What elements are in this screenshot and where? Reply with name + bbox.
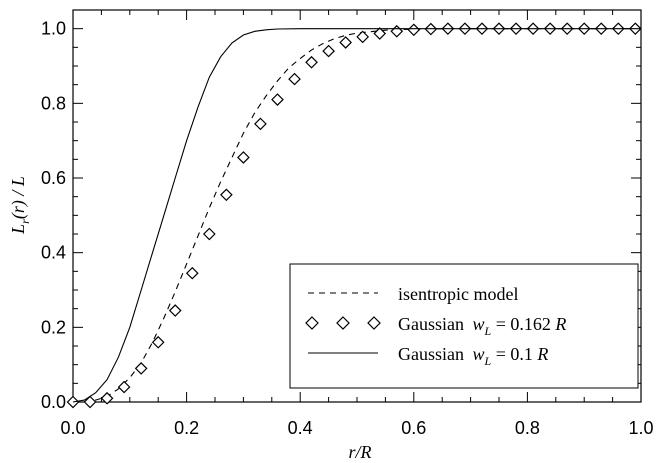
legend-box — [289, 263, 639, 389]
data-point-gaussian-0162 — [339, 36, 352, 49]
data-point-gaussian-0162 — [185, 266, 199, 280]
y-tick-label: 0.0 — [41, 392, 66, 412]
y-tick-label: 0.8 — [41, 93, 66, 113]
legend-swatch-gaussian-0162 — [305, 316, 381, 330]
legend-label-gaussian-0162: Gaussian wL = 0.162 R — [398, 314, 566, 338]
y-axis-title: Lr(r) / L — [8, 176, 32, 235]
data-point-gaussian-0162 — [373, 27, 387, 40]
data-point-gaussian-0162 — [254, 117, 267, 131]
data-point-gaussian-0162 — [356, 30, 370, 44]
data-point-gaussian-0162 — [322, 44, 335, 58]
data-point-gaussian-0162 — [390, 24, 404, 38]
x-tick-label: 0.8 — [515, 418, 540, 438]
data-point-gaussian-0162 — [83, 395, 97, 409]
data-point-gaussian-0162 — [168, 304, 182, 317]
y-tick-label: 0.6 — [41, 168, 66, 188]
data-point-gaussian-0162 — [202, 227, 216, 241]
data-point-gaussian-0162 — [237, 151, 250, 164]
x-tick-label: 0.0 — [60, 418, 85, 438]
data-point-gaussian-0162 — [271, 93, 284, 106]
legend-label-isentropic: isentropic model — [398, 284, 518, 304]
legend-label-gaussian-01: Gaussian wL = 0.1 R — [398, 344, 548, 368]
x-tick-label: 0.2 — [174, 418, 199, 438]
series-layer — [66, 22, 642, 409]
legend: isentropic model Gaussian wL = 0.162 R G… — [289, 263, 639, 389]
series-line-isentropic — [72, 28, 641, 403]
y-tick-label: 1.0 — [41, 19, 66, 39]
y-tick-label: 0.4 — [41, 243, 66, 263]
data-point-gaussian-0162 — [305, 55, 318, 69]
x-tick-label: 0.6 — [401, 418, 426, 438]
data-point-gaussian-0162 — [220, 188, 233, 202]
axes: 0.0 0.2 0.4 0.6 0.8 1.0 0.0 0.2 0.4 0.6 0.8 1.0 — [41, 9, 654, 438]
y-tick-label: 0.2 — [41, 317, 66, 337]
data-point-gaussian-0162 — [407, 23, 421, 37]
x-axis-title: r/R — [348, 442, 371, 462]
data-point-gaussian-0162 — [117, 380, 131, 394]
series-line-gaussian-01 — [72, 28, 641, 403]
data-point-gaussian-0162 — [100, 391, 114, 405]
data-point-gaussian-0162 — [134, 362, 148, 375]
data-point-gaussian-0162 — [288, 72, 301, 86]
x-tick-label: 1.0 — [628, 418, 653, 438]
x-tick-label: 0.4 — [288, 418, 313, 438]
data-point-gaussian-0162 — [151, 335, 165, 349]
